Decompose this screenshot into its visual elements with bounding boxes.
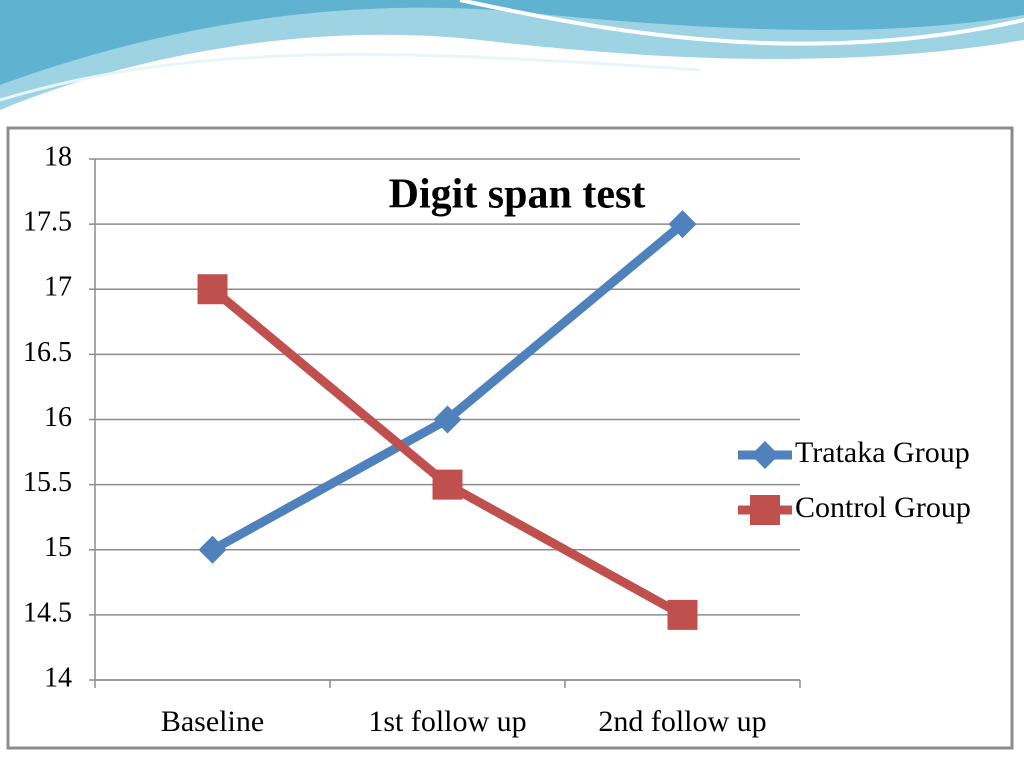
y-tick-label: 15	[44, 532, 72, 563]
x-tick-label: 1st follow up	[368, 705, 526, 738]
legend-label: Trataka Group	[795, 436, 970, 469]
x-tick-label: 2nd follow up	[598, 705, 766, 738]
y-tick-label: 17	[44, 272, 72, 303]
header-decoration	[0, 0, 1024, 110]
wave-highlight	[459, 0, 1024, 46]
legend-marker	[750, 495, 780, 525]
data-point	[667, 599, 698, 630]
wave	[0, 0, 1024, 85]
y-tick-label: 15.5	[23, 467, 72, 498]
legend-label: Control Group	[795, 491, 971, 524]
y-tick-label: 16.5	[23, 337, 72, 368]
data-point	[198, 535, 227, 564]
y-tick-label: 16	[44, 402, 72, 433]
x-tick-label: Baseline	[161, 705, 264, 738]
y-tick-label: 18	[44, 141, 72, 172]
wave-highlight	[0, 53, 701, 102]
y-tick-label: 14	[44, 662, 72, 693]
legend: Trataka Group Control Group	[738, 436, 971, 525]
legend-marker	[751, 441, 779, 469]
y-tick-label: 17.5	[23, 207, 72, 238]
chart-frame	[6, 126, 1014, 750]
data-point	[197, 274, 228, 305]
chart-title: Digit span test	[389, 172, 646, 218]
data-point	[668, 210, 697, 239]
data-point	[432, 469, 463, 500]
data-point	[433, 405, 462, 434]
y-tick-label: 14.5	[23, 597, 72, 628]
plot-area: 14 14.5 15 15.5 16 16.5 17 17.5 18 Baseline 1st fo…	[23, 141, 971, 737]
